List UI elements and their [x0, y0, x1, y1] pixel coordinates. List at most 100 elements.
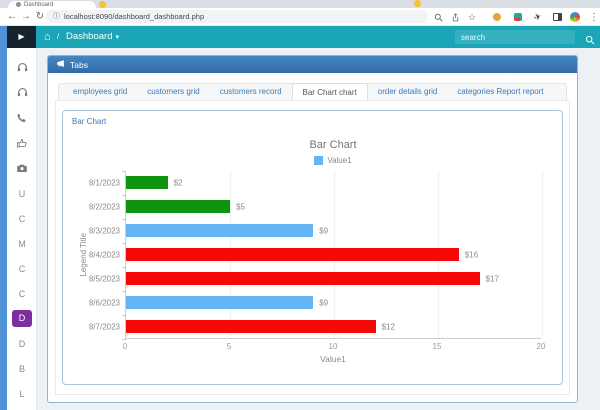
megaphone-icon: [56, 59, 65, 70]
chart-row: 8/2/2023 $5: [89, 195, 541, 219]
bar-8/1/2023[interactable]: [126, 176, 168, 189]
sidebar-item-camera[interactable]: [7, 156, 37, 181]
browser-menu-icon[interactable]: ⋮: [589, 11, 599, 23]
side-panel-icon[interactable]: [551, 11, 563, 23]
chart-row: 8/5/2023 $17: [89, 267, 541, 291]
sidebar-item-label: D: [18, 338, 26, 349]
sidebar-item-label: D: [12, 310, 32, 327]
share-icon[interactable]: [449, 11, 461, 23]
bookmark-star-icon[interactable]: ☆: [467, 11, 477, 22]
sidebar-item-label: U: [18, 188, 26, 199]
sidebar-item-b[interactable]: B: [7, 356, 37, 381]
x-tick-label: 0: [122, 342, 128, 351]
search-icon[interactable]: [585, 32, 595, 50]
y-category-label: 8/4/2023: [88, 250, 120, 260]
thumbs-up-icon: [16, 137, 28, 151]
yellow-badge-icon: [99, 1, 106, 8]
y-axis-tick-mark: [122, 291, 126, 292]
x-tick-label: 5: [226, 342, 232, 351]
bar-value-label: $16: [464, 250, 479, 260]
bar-8/3/2023[interactable]: [126, 224, 314, 237]
browser-toolbar: ← → ↻ ⓘ localhost:8090/dashboard_dashboa…: [0, 8, 600, 26]
tab-bar-chart-chart[interactable]: Bar Chart chart: [291, 83, 368, 101]
url-text[interactable]: localhost:8090/dashboard_dashboard.php: [64, 12, 205, 21]
extension-plane-icon[interactable]: ✈: [532, 10, 544, 23]
y-category-label: 8/2/2023: [88, 202, 120, 212]
sidebar-item-thumbs-up[interactable]: [7, 131, 37, 156]
y-category-label: 8/3/2023: [88, 226, 120, 236]
sidebar-item-phone[interactable]: [7, 106, 37, 131]
sidebar-item-label: C: [18, 288, 26, 299]
tab-employees-grid[interactable]: employees grid: [73, 87, 128, 96]
bar-chart-panel: Bar Chart Bar Chart Value1 Legend Title …: [62, 110, 563, 385]
bar-value-label: $9: [319, 298, 329, 308]
bar-8/2/2023[interactable]: [126, 200, 230, 213]
bar-value-label: $5: [236, 202, 245, 212]
yellow-badge-icon: [414, 0, 421, 7]
bar-8/6/2023[interactable]: [126, 296, 314, 309]
window-left-edge: [0, 26, 7, 410]
tab-customers-record[interactable]: customers record: [219, 87, 282, 96]
sidebar-item-label: L: [19, 388, 25, 399]
chart-row: 8/3/2023 $9: [89, 219, 541, 243]
sidebar-item-d[interactable]: D: [7, 331, 37, 356]
forward-icon[interactable]: →: [21, 11, 31, 22]
y-category-label: 8/6/2023: [88, 298, 120, 308]
extension-green-red-icon[interactable]: [512, 11, 524, 23]
app-navbar: ▶ ⌂ / Dashboard ▾: [7, 26, 600, 48]
home-icon[interactable]: ⌂: [44, 31, 51, 43]
x-axis-ticks: 0 5 10 15 20: [122, 342, 546, 352]
x-tick-label: 15: [432, 342, 442, 351]
sidebar-item-c[interactable]: C: [7, 206, 37, 231]
extension-orange-icon[interactable]: [491, 11, 503, 23]
browser-tab-title: Dashboard: [24, 2, 54, 8]
chart-legend: Value1: [125, 156, 541, 165]
sidebar-item-l[interactable]: L: [7, 381, 37, 406]
sidebar-item-m[interactable]: M: [7, 231, 37, 256]
bar-value-label: $9: [319, 226, 329, 236]
y-axis-tick-mark: [122, 195, 126, 196]
x-axis-title: Value1: [320, 354, 346, 364]
sidebar-item-label: C: [18, 213, 26, 224]
site-info-icon[interactable]: ⓘ: [53, 13, 60, 20]
browser-tab[interactable]: Dashboard: [8, 1, 96, 8]
browser-tabstrip: Dashboard: [0, 0, 600, 8]
sidebar-item-u[interactable]: U: [7, 181, 37, 206]
sidebar-item-label: M: [18, 238, 26, 249]
y-category-label: 8/5/2023: [88, 274, 120, 284]
tab-categories-report-report[interactable]: categories Report report: [457, 87, 544, 96]
sidebar-item-c[interactable]: C: [7, 256, 37, 281]
y-axis-tick-mark: [122, 243, 126, 244]
headset-icon: [16, 86, 29, 101]
reload-icon[interactable]: ↻: [35, 11, 45, 22]
sidebar-item-headset[interactable]: [7, 56, 37, 81]
sidebar-item-headset[interactable]: [7, 81, 37, 106]
y-axis-tick-mark: [122, 171, 126, 172]
y-axis-tick-mark: [122, 219, 126, 220]
bar-8/7/2023[interactable]: [126, 320, 376, 333]
camera-icon: [16, 162, 28, 176]
y-category-label: 8/1/2023: [88, 178, 120, 188]
y-axis-tick-mark: [122, 339, 126, 340]
legend-swatch: [314, 156, 324, 165]
bar-8/4/2023[interactable]: [126, 248, 459, 261]
zoom-icon[interactable]: [432, 11, 444, 23]
sidebar-item-c[interactable]: C: [7, 281, 37, 306]
address-bar[interactable]: ⓘ localhost:8090/dashboard_dashboard.php: [46, 10, 428, 23]
sidebar-item-d[interactable]: D: [7, 306, 37, 331]
bar-8/5/2023[interactable]: [126, 272, 480, 285]
back-icon[interactable]: ←: [7, 11, 17, 22]
sidebar-toggle-button[interactable]: ▶: [7, 26, 36, 48]
gridline: [542, 171, 543, 338]
profile-avatar[interactable]: [569, 11, 581, 23]
y-axis-tick-mark: [122, 315, 126, 316]
y-axis-tick-mark: [122, 267, 126, 268]
dashboard-menu[interactable]: Dashboard ▾: [66, 26, 119, 49]
tabs-panel: Tabs employees grid customers grid custome…: [47, 55, 578, 403]
chart-row: 8/6/2023 $9: [89, 291, 541, 315]
breadcrumb-separator: /: [57, 32, 60, 41]
search-input[interactable]: [455, 30, 575, 44]
tab-customers-grid[interactable]: customers grid: [147, 87, 200, 96]
tab-order-details-grid[interactable]: order details grid: [377, 87, 438, 96]
